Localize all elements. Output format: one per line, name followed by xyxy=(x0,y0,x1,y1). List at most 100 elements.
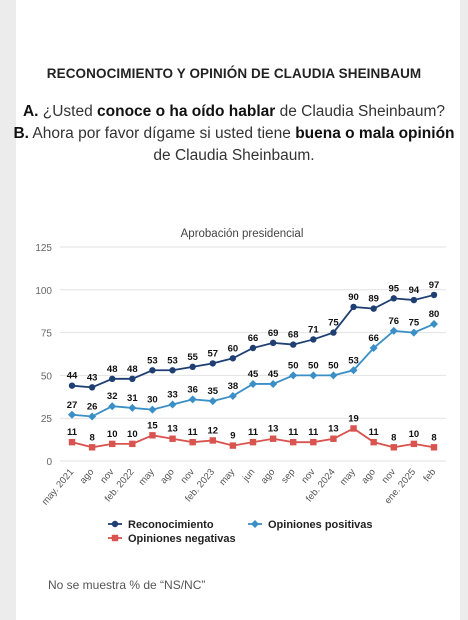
point-opiniones-negativas xyxy=(88,444,96,451)
data-label-opiniones-negativas: 15 xyxy=(147,420,158,431)
data-label-reconocimiento: 60 xyxy=(228,343,239,354)
data-label-reconocimiento: 97 xyxy=(429,280,440,291)
point-reconocimiento xyxy=(68,382,76,389)
point-opiniones-negativas xyxy=(390,444,397,451)
point-opiniones-positivas xyxy=(309,371,318,380)
point-reconocimiento xyxy=(390,295,397,302)
point-opiniones-positivas xyxy=(188,395,197,404)
point-opiniones-negativas xyxy=(209,437,216,444)
line-chart: Aprobación presidencial 0 25 50 75 100 125 ma… xyxy=(35,228,446,545)
point-reconocimiento xyxy=(290,341,297,348)
data-label-opiniones-negativas: 11 xyxy=(67,427,78,438)
point-opiniones-negativas xyxy=(249,438,257,446)
data-label-opiniones-positivas: 45 xyxy=(268,369,279,380)
data-label-opiniones-positivas: 50 xyxy=(328,360,339,371)
x-tick-label: ago xyxy=(359,467,378,486)
x-tick-label: jun xyxy=(240,467,257,485)
series-lines xyxy=(68,291,438,451)
y-tick-label: 100 xyxy=(35,286,52,297)
data-label-opiniones-positivas: 50 xyxy=(308,360,319,371)
point-opiniones-positivas xyxy=(409,328,418,337)
data-label-opiniones-negativas: 8 xyxy=(431,432,436,443)
y-tick-label: 125 xyxy=(35,243,52,254)
point-opiniones-negativas xyxy=(169,435,176,442)
legend-label-opiniones-positivas: Opiniones positivas xyxy=(268,519,373,531)
legend-marker-reconocimiento xyxy=(111,520,119,528)
point-reconocimiento xyxy=(209,360,216,367)
point-opiniones-negativas xyxy=(430,444,438,451)
point-opiniones-negativas xyxy=(370,438,377,446)
point-reconocimiento xyxy=(410,296,418,304)
data-label-opiniones-negativas: 11 xyxy=(369,427,380,438)
point-opiniones-positivas xyxy=(168,400,177,409)
data-label-opiniones-negativas: 10 xyxy=(409,429,420,440)
data-label-reconocimiento: 90 xyxy=(348,292,359,303)
point-reconocimiento xyxy=(129,375,136,383)
point-reconocimiento xyxy=(350,303,357,311)
x-tick-label: ago xyxy=(78,467,97,486)
point-opiniones-positivas xyxy=(88,412,97,421)
point-reconocimiento xyxy=(189,363,196,371)
x-tick-label: sep xyxy=(279,467,297,486)
point-opiniones-positivas xyxy=(228,391,237,400)
point-reconocimiento xyxy=(430,291,438,299)
data-label-opiniones-negativas: 11 xyxy=(288,427,299,438)
grid xyxy=(60,246,446,462)
point-opiniones-positivas xyxy=(349,366,358,375)
footnote: No se muestra % de “NS/NC” xyxy=(48,578,206,592)
data-label-reconocimiento: 94 xyxy=(409,285,420,296)
point-opiniones-positivas xyxy=(389,326,398,335)
data-label-opiniones-positivas: 35 xyxy=(207,386,218,397)
data-label-opiniones-negativas: 13 xyxy=(328,424,339,435)
point-opiniones-negativas xyxy=(149,432,156,439)
data-label-opiniones-negativas: 10 xyxy=(127,429,138,440)
data-label-opiniones-positivas: 31 xyxy=(127,393,138,404)
point-opiniones-positivas xyxy=(249,379,257,388)
y-tick-label: 0 xyxy=(46,457,52,468)
x-tick-label: ago xyxy=(259,467,278,486)
point-reconocimiento xyxy=(149,367,156,374)
data-label-opiniones-negativas: 11 xyxy=(188,427,199,438)
data-label-opiniones-positivas: 76 xyxy=(388,316,399,327)
data-label-opiniones-negativas: 19 xyxy=(348,413,359,424)
legend-marker-opiniones-negativas xyxy=(111,534,119,542)
question-b-prefix: B. xyxy=(13,125,29,142)
data-label-opiniones-negativas: 10 xyxy=(107,429,118,440)
question-a-bold: conoce o ha oído hablar xyxy=(97,103,276,120)
point-opiniones-positivas xyxy=(208,397,217,406)
data-label-opiniones-positivas: 36 xyxy=(187,384,198,395)
point-opiniones-negativas xyxy=(129,440,136,448)
y-tick-label: 50 xyxy=(41,371,53,382)
data-label-opiniones-negativas: 11 xyxy=(248,427,259,438)
question-a-prefix: A. xyxy=(22,103,39,120)
point-opiniones-positivas xyxy=(430,320,438,329)
question-b: B. Ahora por favor dígame si usted tiene… xyxy=(0,123,468,145)
y-tick-label: 25 xyxy=(41,414,53,425)
data-label-opiniones-positivas: 32 xyxy=(107,391,118,402)
question-a-text-1: ¿Usted xyxy=(38,103,98,120)
data-label-opiniones-negativas: 13 xyxy=(167,424,178,435)
question-a: A. ¿Usted conoce o ha oído hablar de Cla… xyxy=(0,101,468,123)
point-opiniones-negativas xyxy=(290,438,297,446)
point-opiniones-negativas xyxy=(269,435,277,442)
data-label-opiniones-positivas: 80 xyxy=(429,309,440,320)
point-opiniones-positivas xyxy=(128,403,137,412)
data-label-opiniones-positivas: 50 xyxy=(288,360,299,371)
point-reconocimiento xyxy=(370,305,377,312)
data-label-opiniones-positivas: 26 xyxy=(87,401,98,412)
data-label-reconocimiento: 53 xyxy=(167,355,178,366)
data-label-reconocimiento: 48 xyxy=(107,364,118,375)
data-label-opiniones-positivas: 27 xyxy=(67,400,78,411)
point-opiniones-positivas xyxy=(269,379,278,388)
data-label-reconocimiento: 75 xyxy=(328,318,339,329)
data-label-reconocimiento: 71 xyxy=(308,324,319,335)
x-tick-label: ago xyxy=(158,467,177,486)
point-opiniones-negativas xyxy=(350,425,357,432)
point-opiniones-negativas xyxy=(189,438,196,446)
data-label-opiniones-positivas: 75 xyxy=(409,318,420,329)
data-label-opiniones-negativas: 9 xyxy=(230,431,235,442)
y-tick-label: 75 xyxy=(41,329,53,340)
point-opiniones-positivas xyxy=(108,402,117,411)
